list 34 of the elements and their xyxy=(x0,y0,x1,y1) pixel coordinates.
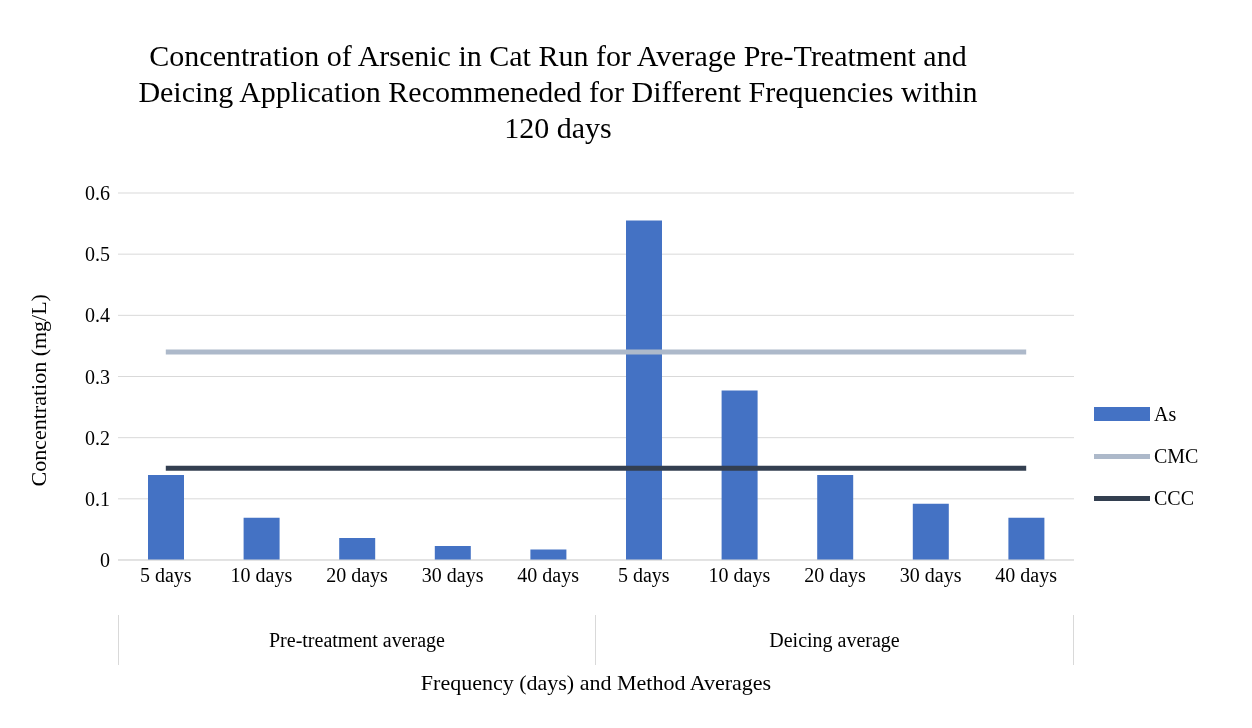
y-tick-label: 0.2 xyxy=(85,426,110,449)
x-tick-label: 20 days xyxy=(326,564,389,588)
y-tick-label: 0 xyxy=(100,549,110,572)
y-tick-label: 0.4 xyxy=(85,304,110,327)
bar xyxy=(1008,517,1045,560)
y-axis-title: Concentration (mg/L) xyxy=(25,294,51,487)
bar xyxy=(148,474,184,560)
bar xyxy=(912,503,949,560)
x-tick-label: 40 days xyxy=(517,564,580,588)
bar xyxy=(243,517,280,560)
x-tick-label: 40 days xyxy=(995,564,1058,588)
x-tick-label: 5 days xyxy=(139,564,192,588)
x-axis-title: Frequency (days) and Method Averages xyxy=(419,670,773,696)
x-tick-label: 30 days xyxy=(421,564,484,588)
bar xyxy=(817,474,854,560)
legend-label: CMC xyxy=(1154,444,1199,468)
x-tick-label: 10 days xyxy=(230,564,293,588)
y-tick-label: 0.3 xyxy=(85,365,110,388)
legend-label: CCC xyxy=(1154,486,1195,510)
x-tick-label: 5 days xyxy=(617,564,670,588)
x-tick-label: 10 days xyxy=(708,564,771,588)
y-tick-label: 0.1 xyxy=(85,487,110,510)
bar xyxy=(721,390,758,560)
bar xyxy=(626,220,662,560)
y-tick-label: 0.5 xyxy=(85,243,110,266)
legend-label: As xyxy=(1154,402,1177,426)
bar xyxy=(339,537,376,560)
text: Deicing average xyxy=(596,615,1074,665)
x-tick-label: 20 days xyxy=(804,564,867,588)
x-tick-label: 30 days xyxy=(899,564,962,588)
chart-title: Concentration of Arsenic in Cat Run for Average Pre-Treatment and Deicing Application Recommeneded for Different Frequencies within 120 days xyxy=(138,38,978,146)
text: Pre-treatment average xyxy=(118,615,596,665)
bar xyxy=(434,545,471,560)
y-tick-label: 0.6 xyxy=(85,182,110,205)
